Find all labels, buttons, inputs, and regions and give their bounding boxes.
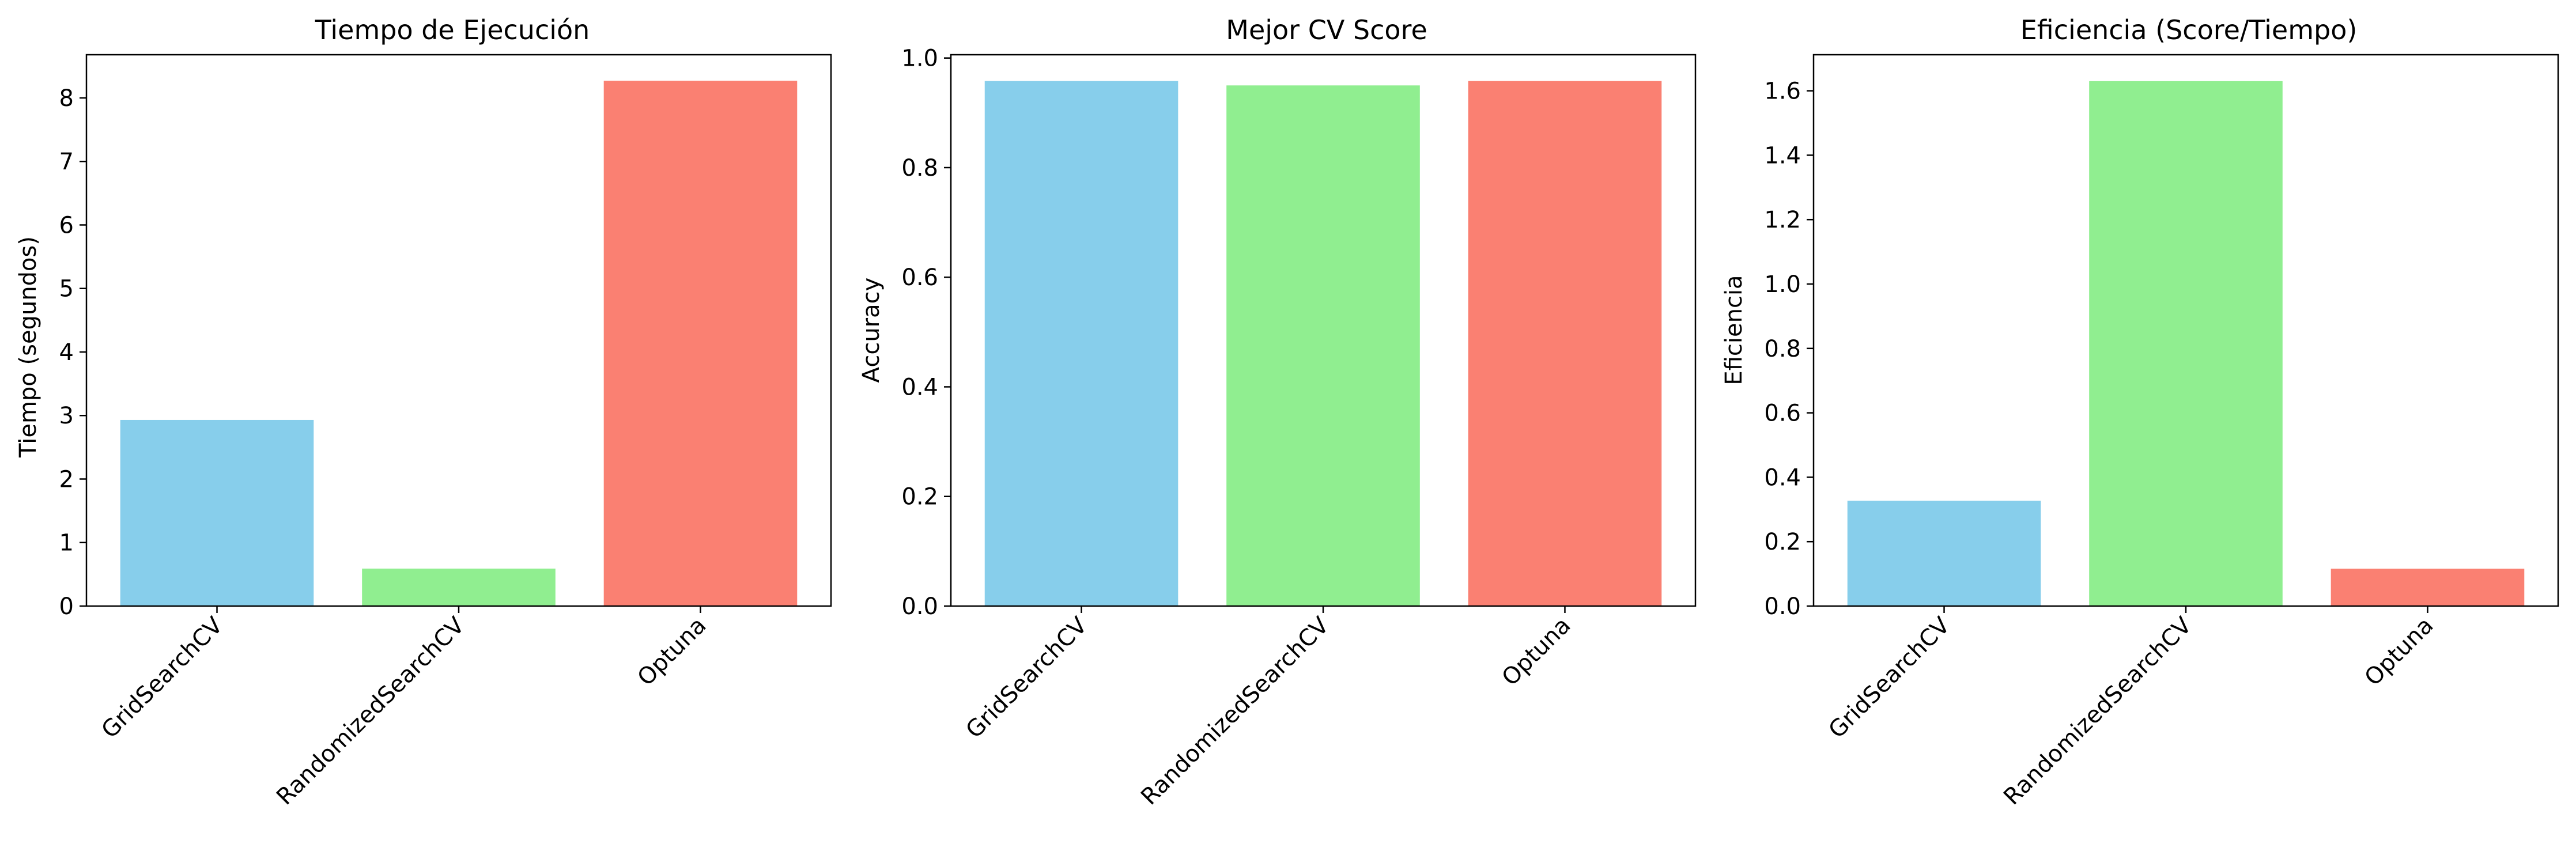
bar-gridsearchcv bbox=[120, 419, 314, 606]
y-tick-label: 1.0 bbox=[901, 46, 938, 72]
plot-area-frame bbox=[85, 54, 832, 607]
y-tick-label: 0.4 bbox=[901, 374, 938, 400]
y-tick-label: 0.8 bbox=[1764, 336, 1801, 362]
bar-optuna bbox=[1468, 81, 1662, 606]
y-tick-label: 0 bbox=[59, 593, 74, 620]
y-tick-label: 5 bbox=[59, 276, 74, 302]
y-tick-label: 0.4 bbox=[1764, 464, 1801, 491]
y-tick-label: 3 bbox=[59, 403, 74, 429]
y-tick-label: 0.6 bbox=[1764, 400, 1801, 427]
y-tick-label: 1.6 bbox=[1764, 78, 1801, 105]
plot-area-frame bbox=[950, 54, 1697, 607]
y-tick-label: 1.4 bbox=[1764, 142, 1801, 169]
bar-optuna bbox=[2331, 569, 2525, 606]
bar-randomizedsearchcv bbox=[1226, 85, 1420, 607]
chart-title: Tiempo de Ejecución bbox=[315, 14, 590, 46]
plot-area-frame bbox=[1812, 54, 2559, 607]
y-tick-label: 2 bbox=[59, 466, 74, 493]
bar-randomizedsearchcv bbox=[362, 568, 556, 606]
bar-randomizedsearchcv bbox=[2089, 81, 2283, 606]
bar-gridsearchcv bbox=[1847, 501, 2041, 606]
y-tick-label: 1 bbox=[59, 530, 74, 557]
chart-title: Eficiencia (Score/Tiempo) bbox=[2020, 14, 2358, 46]
bar-optuna bbox=[603, 81, 798, 606]
y-tick-label: 0.0 bbox=[1764, 593, 1801, 620]
y-tick-label: 6 bbox=[59, 212, 74, 239]
y-axis-label: Accuracy bbox=[858, 278, 885, 383]
y-tick-label: 4 bbox=[59, 339, 74, 366]
y-tick-label: 1.0 bbox=[1764, 271, 1801, 298]
y-tick-label: 1.2 bbox=[1764, 207, 1801, 233]
y-axis-label: Eficiencia bbox=[1721, 275, 1747, 385]
chart-title: Mejor CV Score bbox=[1226, 14, 1427, 46]
y-tick-label: 8 bbox=[59, 85, 74, 112]
y-tick-label: 0.2 bbox=[901, 484, 938, 510]
y-tick-label: 7 bbox=[59, 149, 74, 175]
y-axis-label: Tiempo (segundos) bbox=[15, 236, 41, 458]
y-tick-label: 0.6 bbox=[901, 264, 938, 291]
y-tick-label: 0.2 bbox=[1764, 529, 1801, 555]
y-tick-label: 0.8 bbox=[901, 155, 938, 181]
bar-gridsearchcv bbox=[984, 81, 1179, 606]
y-tick-label: 0.0 bbox=[901, 593, 938, 620]
